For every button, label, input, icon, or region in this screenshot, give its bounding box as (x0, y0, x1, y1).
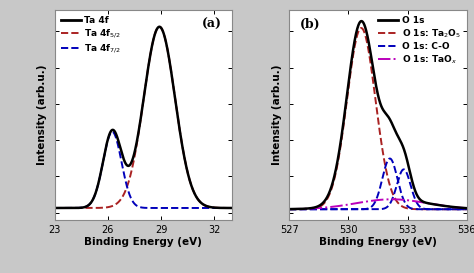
X-axis label: Binding Energy (eV): Binding Energy (eV) (319, 238, 437, 247)
Y-axis label: Intensity (arb.u.): Intensity (arb.u.) (37, 64, 47, 165)
Legend: O 1s, O 1s: Ta$_2$O$_5$, O 1s: C-O, O 1s: TaO$_x$: O 1s, O 1s: Ta$_2$O$_5$, O 1s: C-O, O 1s… (376, 14, 462, 67)
Y-axis label: Intensity (arb.u.): Intensity (arb.u.) (272, 64, 282, 165)
Legend: Ta 4f, Ta 4f$_{5/2}$, Ta 4f$_{7/2}$: Ta 4f, Ta 4f$_{5/2}$, Ta 4f$_{7/2}$ (59, 14, 123, 57)
X-axis label: Binding Energy (eV): Binding Energy (eV) (84, 238, 202, 247)
Text: (b): (b) (300, 18, 320, 31)
Text: (a): (a) (201, 18, 221, 31)
